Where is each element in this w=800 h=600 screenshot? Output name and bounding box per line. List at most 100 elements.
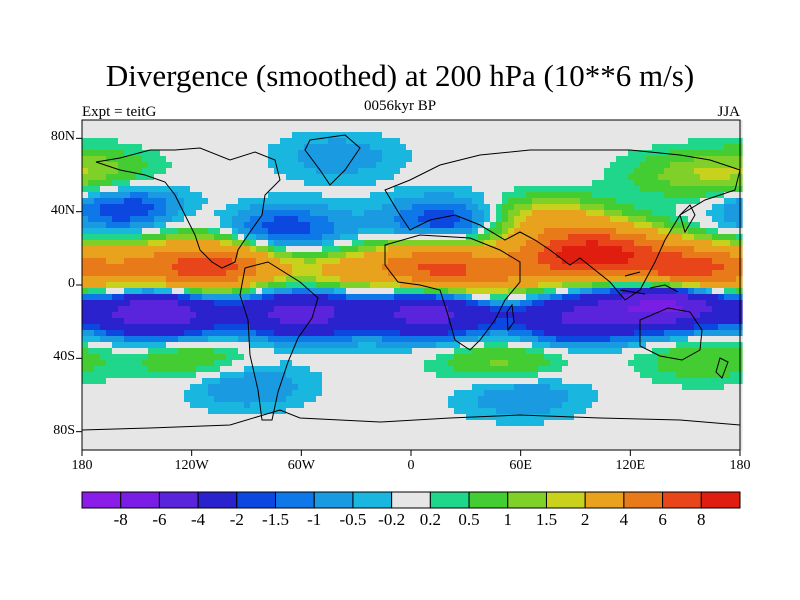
field-cell xyxy=(166,336,173,343)
field-cell xyxy=(550,414,557,421)
field-cell xyxy=(286,150,293,157)
field-cell xyxy=(226,330,233,337)
field-cell xyxy=(112,354,119,361)
field-cell xyxy=(526,180,533,187)
field-cell xyxy=(124,336,131,343)
field-cell xyxy=(148,420,155,427)
field-cell xyxy=(418,186,425,193)
field-cell xyxy=(190,240,197,247)
field-cell xyxy=(562,390,569,397)
field-cell xyxy=(454,198,461,205)
field-cell xyxy=(484,258,491,265)
field-cell xyxy=(550,444,557,451)
field-cell xyxy=(172,240,179,247)
field-cell xyxy=(508,408,515,415)
field-cell xyxy=(118,138,125,145)
field-cell xyxy=(556,420,563,427)
field-cell xyxy=(196,426,203,433)
field-cell xyxy=(376,186,383,193)
field-cell xyxy=(592,438,599,445)
field-cell xyxy=(154,144,161,151)
field-cell xyxy=(424,306,431,313)
field-cell xyxy=(250,432,257,439)
field-cell xyxy=(118,252,125,259)
field-cell xyxy=(520,426,527,433)
field-cell xyxy=(364,372,371,379)
field-cell xyxy=(346,306,353,313)
field-cell xyxy=(412,336,419,343)
field-cell xyxy=(136,312,143,319)
field-cell xyxy=(514,312,521,319)
field-cell xyxy=(364,210,371,217)
field-cell xyxy=(304,276,311,283)
field-cell xyxy=(106,378,113,385)
field-cell xyxy=(202,258,209,265)
field-cell xyxy=(172,252,179,259)
field-cell xyxy=(538,120,545,127)
field-cell xyxy=(388,366,395,373)
field-cell xyxy=(514,384,521,391)
field-cell xyxy=(316,396,323,403)
field-cell xyxy=(550,384,557,391)
field-cell xyxy=(430,330,437,337)
field-cell xyxy=(232,210,239,217)
field-cell xyxy=(250,318,257,325)
field-cell xyxy=(568,174,575,181)
field-cell xyxy=(184,192,191,199)
field-cell xyxy=(604,306,611,313)
field-cell xyxy=(484,372,491,379)
field-cell xyxy=(214,390,221,397)
field-cell xyxy=(322,150,329,157)
field-cell xyxy=(322,330,329,337)
field-cell xyxy=(466,420,473,427)
field-cell xyxy=(388,126,395,133)
field-cell xyxy=(442,186,449,193)
field-cell xyxy=(472,426,479,433)
field-cell xyxy=(520,228,527,235)
field-cell xyxy=(604,408,611,415)
field-cell xyxy=(394,330,401,337)
field-cell xyxy=(502,126,509,133)
field-cell xyxy=(622,156,629,163)
field-cell xyxy=(130,216,137,223)
field-cell xyxy=(568,150,575,157)
field-cell xyxy=(88,360,95,367)
field-cell xyxy=(556,162,563,169)
field-cell xyxy=(310,438,317,445)
field-cell xyxy=(106,294,113,301)
field-cell xyxy=(184,150,191,157)
field-cell xyxy=(532,300,539,307)
field-cell xyxy=(322,396,329,403)
field-cell xyxy=(400,444,407,451)
field-cell xyxy=(502,276,509,283)
field-cell xyxy=(232,198,239,205)
field-cell xyxy=(94,204,101,211)
field-cell xyxy=(436,168,443,175)
field-cell xyxy=(388,228,395,235)
field-cell xyxy=(382,432,389,439)
field-cell xyxy=(364,312,371,319)
field-cell xyxy=(250,264,257,271)
field-cell xyxy=(292,420,299,427)
field-cell xyxy=(496,144,503,151)
field-cell xyxy=(340,360,347,367)
field-cell xyxy=(442,282,449,289)
field-cell xyxy=(190,126,197,133)
field-cell xyxy=(520,186,527,193)
field-cell xyxy=(478,264,485,271)
field-cell xyxy=(550,318,557,325)
field-cell xyxy=(304,132,311,139)
field-cell xyxy=(142,126,149,133)
field-cell xyxy=(448,216,455,223)
field-cell xyxy=(184,276,191,283)
field-cell xyxy=(268,354,275,361)
field-cell xyxy=(106,240,113,247)
field-cell xyxy=(412,348,419,355)
field-cell xyxy=(322,438,329,445)
field-cell xyxy=(382,264,389,271)
field-cell xyxy=(322,264,329,271)
field-cell xyxy=(580,168,587,175)
field-cell xyxy=(610,318,617,325)
field-cell xyxy=(244,234,251,241)
field-cell xyxy=(454,246,461,253)
